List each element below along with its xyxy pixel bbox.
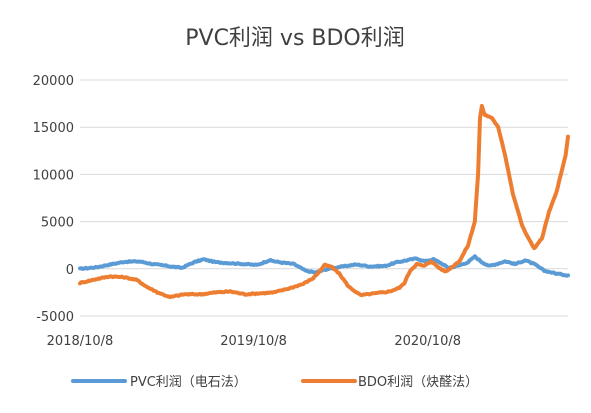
y-axis-tick-labels: 20000 15000 10000 5000 0 -5000 [33, 74, 74, 325]
legend: PVC利润（电石法） BDO利润（炔醛法） [71, 374, 478, 390]
x-tick-label: 2019/10/8 [220, 334, 287, 349]
x-axis-tick-labels: 2018/10/8 2019/10/8 2020/10/8 [47, 334, 461, 349]
y-tick-label: -5000 [36, 310, 74, 325]
series-lines [78, 103, 570, 300]
y-tick-label: 5000 [41, 216, 74, 231]
y-tick-label: 15000 [33, 121, 74, 136]
y-tick-label: 20000 [33, 74, 74, 89]
series-line-bdo [78, 103, 570, 300]
chart-title: PVC利润 vs BDO利润 [185, 26, 405, 51]
x-tick-label: 2020/10/8 [394, 334, 461, 349]
x-tick-label: 2018/10/8 [47, 334, 114, 349]
series-line-pvc [78, 254, 570, 278]
legend-label: BDO利润（炔醛法） [358, 374, 478, 390]
legend-label: PVC利润（电石法） [130, 375, 247, 390]
y-tick-label: 10000 [33, 168, 74, 183]
y-tick-label: 0 [66, 263, 74, 278]
